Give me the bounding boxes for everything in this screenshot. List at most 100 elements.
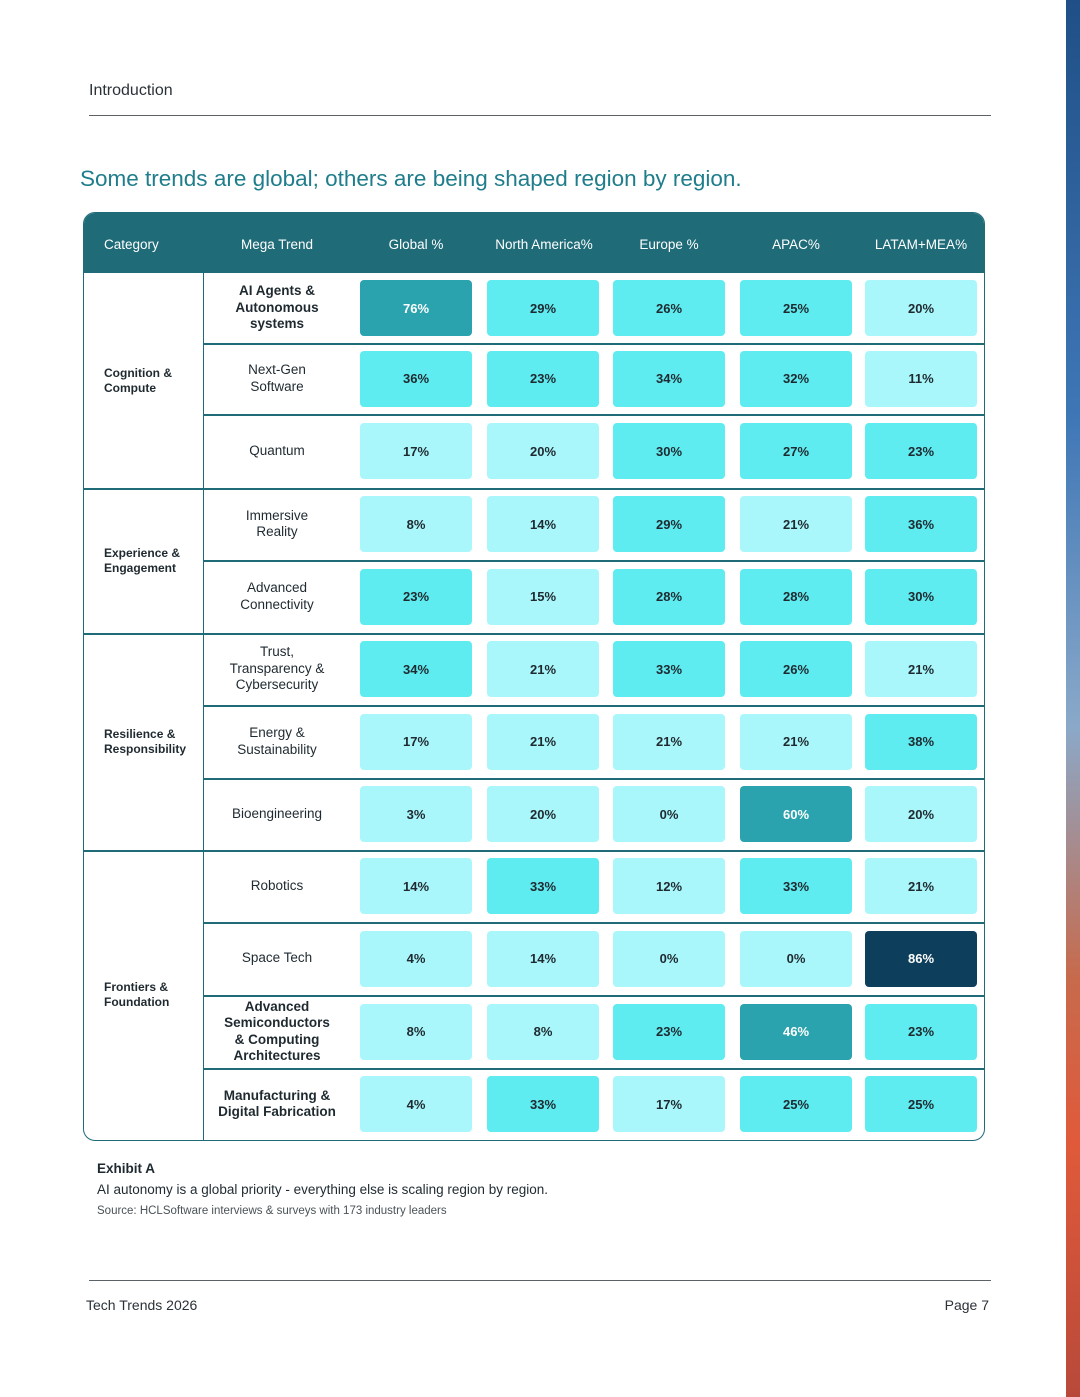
mega-trend-label: Immersive Reality: [245, 507, 309, 540]
mega-trend-label: Advanced Connectivity: [240, 580, 314, 612]
value-cell: 20%: [487, 786, 599, 842]
footer-rule: [89, 1280, 991, 1281]
row-divider: [203, 414, 984, 416]
value-cell: 11%: [865, 350, 977, 407]
value-cell: 20%: [487, 423, 599, 479]
table-header-row: Category Mega Trend Global % North Ameri…: [84, 213, 984, 273]
value-cell: 26%: [740, 641, 852, 697]
value-cell: 17%: [613, 1076, 725, 1132]
value-cell: 4%: [360, 930, 472, 987]
mega-trend-label: Space Tech: [241, 950, 313, 966]
row-divider: [84, 633, 984, 635]
value-cell: 21%: [740, 713, 852, 770]
value-cell: 33%: [740, 858, 852, 914]
category-label: Cognition & Compute: [104, 365, 172, 395]
section-label: Introduction: [89, 82, 173, 99]
category-label: Frontiers & Foundation: [104, 980, 170, 1009]
value-cell: 8%: [360, 1003, 472, 1060]
header-europe: Europe %: [639, 237, 699, 252]
mega-trend-label: Next-Gen Software: [248, 362, 306, 394]
trend-table: Category Mega Trend Global % North Ameri…: [83, 212, 985, 1141]
value-cell: 25%: [865, 1076, 977, 1132]
row-divider: [84, 488, 984, 490]
value-cell: 60%: [740, 786, 852, 842]
decorative-side-strip: [1066, 0, 1080, 1397]
header-category: Category: [104, 237, 159, 252]
value-cell: 21%: [740, 496, 852, 552]
value-cell: 30%: [865, 568, 977, 625]
value-cell: 0%: [613, 930, 725, 987]
exhibit-title: Exhibit A: [97, 1161, 156, 1176]
value-cell: 26%: [613, 280, 725, 336]
mega-trend-label: AI Agents & Autonomous systems: [235, 283, 319, 332]
value-cell: 21%: [865, 641, 977, 697]
value-cell: 23%: [360, 568, 472, 625]
value-cell: 86%: [865, 930, 977, 987]
row-divider: [203, 995, 984, 997]
value-cell: 30%: [613, 423, 725, 479]
value-cell: 21%: [487, 641, 599, 697]
value-cell: 3%: [360, 786, 472, 842]
value-cell: 25%: [740, 280, 852, 336]
value-cell: 23%: [865, 423, 977, 479]
value-cell: 0%: [613, 786, 725, 842]
value-cell: 33%: [487, 1076, 599, 1132]
value-cell: 29%: [613, 496, 725, 552]
value-cell: 20%: [865, 786, 977, 842]
row-divider: [84, 850, 984, 852]
value-cell: 23%: [487, 350, 599, 407]
category-column-divider: [203, 273, 204, 1140]
value-cell: 28%: [613, 568, 725, 625]
value-cell: 14%: [487, 496, 599, 552]
value-cell: 21%: [613, 713, 725, 770]
value-cell: 8%: [360, 496, 472, 552]
header-apac: APAC%: [772, 237, 820, 252]
row-divider: [203, 705, 984, 707]
page-headline: Some trends are global; others are being…: [80, 166, 742, 191]
value-cell: 28%: [740, 568, 852, 625]
mega-trend-label: Advanced Semiconductors & Computing Arch…: [224, 998, 330, 1064]
value-cell: 0%: [740, 930, 852, 987]
value-cell: 25%: [740, 1076, 852, 1132]
value-cell: 14%: [360, 858, 472, 914]
value-cell: 20%: [865, 280, 977, 336]
value-cell: 33%: [487, 858, 599, 914]
header-rule: [89, 115, 991, 116]
value-cell: 33%: [613, 641, 725, 697]
value-cell: 46%: [740, 1003, 852, 1060]
value-cell: 36%: [865, 496, 977, 552]
value-cell: 23%: [865, 1003, 977, 1060]
value-cell: 8%: [487, 1003, 599, 1060]
value-cell: 17%: [360, 713, 472, 770]
value-cell: 23%: [613, 1003, 725, 1060]
row-divider: [203, 922, 984, 924]
value-cell: 14%: [487, 930, 599, 987]
mega-trend-label: Manufacturing & Digital Fabrication: [218, 1087, 336, 1120]
value-cell: 17%: [360, 423, 472, 479]
footer-title: Tech Trends 2026: [86, 1297, 198, 1313]
header-north-america: North America%: [495, 237, 593, 252]
value-cell: 34%: [613, 350, 725, 407]
value-cell: 12%: [613, 858, 725, 914]
value-cell: 76%: [360, 280, 472, 336]
value-cell: 34%: [360, 641, 472, 697]
mega-trend-label: Robotics: [250, 877, 304, 893]
category-label: Resilience & Responsibility: [104, 726, 187, 756]
mega-trend-label: Quantum: [249, 442, 305, 458]
row-divider: [203, 343, 984, 345]
exhibit-source: Source: HCLSoftware interviews & surveys…: [97, 1205, 447, 1217]
mega-trend-label: Trust, Transparency & Cybersecurity: [229, 644, 325, 693]
header-mega-trend: Mega Trend: [240, 237, 314, 252]
value-cell: 29%: [487, 280, 599, 336]
value-cell: 4%: [360, 1076, 472, 1132]
header-global: Global %: [388, 237, 444, 252]
value-cell: 38%: [865, 713, 977, 770]
mega-trend-label: Bioengineering: [231, 805, 323, 821]
category-label: Experience & Engagement: [104, 545, 181, 575]
value-cell: 27%: [740, 423, 852, 479]
value-cell: 21%: [487, 713, 599, 770]
header-latam-mea: LATAM+MEA%: [874, 237, 968, 252]
value-cell: 32%: [740, 350, 852, 407]
value-cell: 15%: [487, 568, 599, 625]
row-divider: [203, 778, 984, 780]
